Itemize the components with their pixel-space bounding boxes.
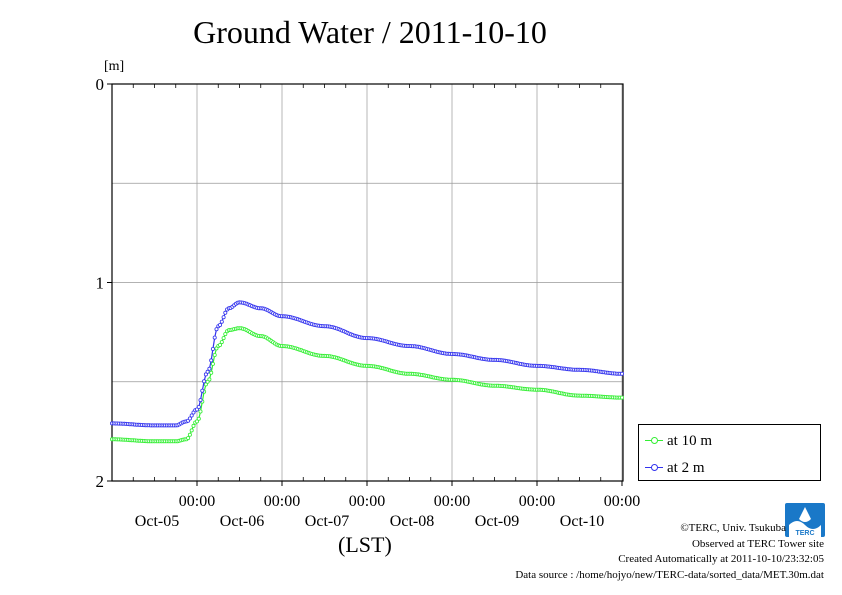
data-point [189,413,194,418]
data-point [186,436,191,441]
x-tick-label-time: 00:00 [264,493,300,510]
axis-tick-labels: 00:00Oct-0500:00Oct-0600:00Oct-0700:00Oc… [96,75,641,530]
data-point [187,416,192,421]
data-point [187,432,192,437]
grid-lines [112,84,623,481]
data-point [210,361,215,366]
data-point [620,395,625,400]
data-point [223,310,228,315]
axis-ticks [107,83,623,486]
x-tick-label-time: 00:00 [179,493,215,510]
x-axis-label: (LST) [338,532,392,557]
y-unit-label: [m] [104,59,124,74]
x-tick-label-date: Oct-07 [305,513,349,530]
data-point [200,388,205,393]
data-point [189,428,194,433]
chart-title: Ground Water / 2011-10-10 [193,14,547,50]
data-series [110,300,625,444]
x-tick-label-date: Oct-08 [390,513,434,530]
x-tick-label-date: Oct-05 [135,513,179,530]
data-point [194,419,199,424]
data-point [219,319,224,324]
y-tick-label: 0 [96,75,105,94]
x-tick-label-date: Oct-09 [475,513,519,530]
legend-item-2m: at 2 m [645,457,705,477]
legend-label-2m: at 2 m [667,459,705,476]
data-point [221,336,226,341]
data-point [221,315,226,320]
credit-source: Data source : /home/hojyo/new/TERC-data/… [515,568,824,581]
x-tick-label-date: Oct-10 [560,513,604,530]
data-point [196,404,201,409]
legend: at 10 m at 2 m [638,424,821,481]
data-point [198,409,203,414]
credit-created: Created Automatically at 2011-10-10/23:3… [618,553,824,565]
data-point [212,352,217,357]
data-point [217,322,222,327]
data-point [217,342,222,347]
data-point [219,340,224,345]
credit-copyright: ©TERC, Univ. Tsukuba [680,522,786,534]
data-point [202,379,207,384]
data-point [196,416,201,421]
legend-item-10m: at 10 m [645,430,712,450]
svg-text:TERC: TERC [795,530,814,537]
terc-logo: TERC [785,503,825,537]
x-tick-label-time: 00:00 [519,493,555,510]
data-point [191,423,196,428]
data-point [212,335,217,340]
credit-observed: Observed at TERC Tower site [691,537,824,550]
data-point [207,377,212,382]
y-tick-label: 2 [96,472,105,491]
data-point [198,398,203,403]
legend-swatch-10m [645,437,663,445]
data-point [209,370,214,375]
data-point [620,371,625,376]
data-point [214,327,219,332]
x-tick-label-date: Oct-06 [220,513,264,530]
x-tick-label-time: 00:00 [604,493,640,510]
data-point [205,369,210,374]
credits-block: ©TERC, Univ. Tsukuba Observed at TERC To… [515,521,824,583]
legend-swatch-2m [645,464,663,472]
x-tick-label-time: 00:00 [349,493,385,510]
x-tick-label-time: 00:00 [434,493,470,510]
data-point [207,366,212,371]
y-tick-label: 1 [96,274,105,293]
legend-label-10m: at 10 m [667,432,712,449]
data-point [223,332,228,337]
data-point [209,358,214,363]
data-point [210,346,215,351]
